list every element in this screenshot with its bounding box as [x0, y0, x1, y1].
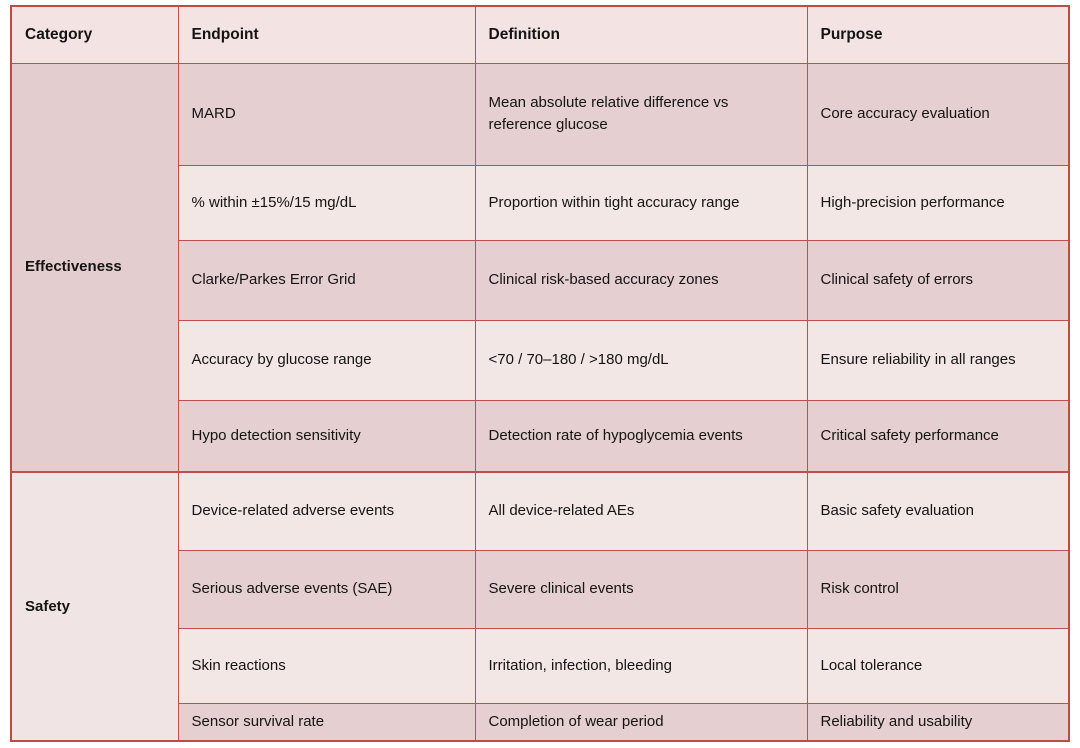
endpoint-cell: Accuracy by glucose range [177, 319, 476, 401]
definition-cell: Completion of wear period [474, 702, 808, 742]
definition-cell: Clinical risk-based accuracy zones [474, 239, 808, 321]
definition-cell: Proportion within tight accuracy range [474, 164, 808, 241]
endpoint-cell: Skin reactions [177, 627, 476, 704]
endpoints-table: Category Endpoint Definition Purpose Eff… [10, 5, 1070, 742]
definition-cell: Detection rate of hypoglycemia events [474, 399, 808, 473]
table-row: Serious adverse events (SAE) Severe clin… [11, 549, 1070, 629]
purpose-cell: Ensure reliability in all ranges [806, 319, 1070, 401]
purpose-cell: Risk control [806, 549, 1070, 629]
purpose-cell: Critical safety performance [806, 399, 1070, 473]
endpoint-cell: Sensor survival rate [177, 702, 476, 742]
definition-cell: <70 / 70–180 / >180 mg/dL [474, 319, 808, 401]
table-row: Sensor survival rate Completion of wear … [11, 702, 1070, 742]
purpose-cell: Local tolerance [806, 627, 1070, 704]
header-endpoint: Endpoint [177, 5, 476, 64]
endpoint-cell: % within ±15%/15 mg/dL [177, 164, 476, 241]
endpoints-table-container: Category Endpoint Definition Purpose Eff… [10, 5, 1070, 742]
definition-cell: All device-related AEs [474, 471, 808, 551]
endpoint-cell: Device-related adverse events [177, 471, 476, 551]
header-category: Category [10, 5, 179, 64]
purpose-cell: Clinical safety of errors [806, 239, 1070, 321]
endpoint-cell: Serious adverse events (SAE) [177, 549, 476, 629]
endpoint-cell: Hypo detection sensitivity [177, 399, 476, 473]
purpose-cell: Basic safety evaluation [806, 471, 1070, 551]
endpoint-cell: MARD [177, 62, 476, 166]
table-row: Hypo detection sensitivity Detection rat… [11, 399, 1070, 473]
header-purpose: Purpose [806, 5, 1070, 64]
category-cell-safety: Safety [10, 471, 179, 742]
table-row: Safety Device-related adverse events All… [10, 471, 1070, 742]
purpose-cell: Core accuracy evaluation [806, 62, 1070, 166]
table-row: Clarke/Parkes Error Grid Clinical risk-b… [11, 239, 1070, 321]
table-row: Effectiveness MARD Mean absolute relativ… [10, 62, 1070, 473]
category-cell-effectiveness: Effectiveness [10, 62, 179, 473]
definition-cell: Severe clinical events [474, 549, 808, 629]
header-definition: Definition [474, 5, 808, 64]
purpose-cell: High-precision performance [806, 164, 1070, 241]
table-row: Skin reactions Irritation, infection, bl… [11, 627, 1070, 704]
definition-cell: Irritation, infection, bleeding [474, 627, 808, 704]
purpose-cell: Reliability and usability [806, 702, 1070, 742]
header-row: Category Endpoint Definition Purpose [10, 5, 1070, 64]
table-row: Accuracy by glucose range <70 / 70–180 /… [11, 319, 1070, 401]
endpoint-cell: Clarke/Parkes Error Grid [177, 239, 476, 321]
definition-cell: Mean absolute relative difference vs ref… [474, 62, 808, 166]
table-row: % within ±15%/15 mg/dL Proportion within… [11, 164, 1070, 241]
